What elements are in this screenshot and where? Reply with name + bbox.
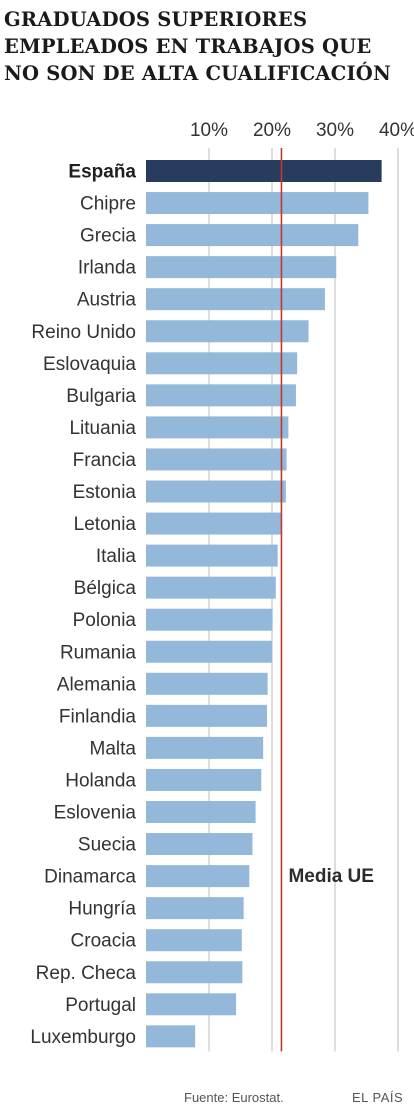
bar [146, 672, 268, 695]
category-label: Hungría [68, 899, 136, 920]
bar [146, 1025, 196, 1048]
bar [146, 192, 369, 215]
bar [146, 448, 287, 471]
bar [146, 384, 296, 407]
bar [146, 160, 382, 182]
chart-title-line-3: NO SON DE ALTA CUALIFICACIÓN [4, 62, 392, 85]
category-label: Letonia [74, 514, 137, 535]
bar [146, 288, 325, 311]
category-label: Lituania [69, 418, 136, 439]
bar [146, 833, 253, 856]
publisher-brand: EL PAÍS [352, 1090, 404, 1105]
category-label: Reino Unido [31, 322, 136, 343]
x-tick-label: 10% [190, 120, 228, 141]
bar [146, 865, 250, 888]
bar [146, 736, 264, 759]
x-tick-label: 40% [379, 120, 414, 141]
category-label: Chipre [80, 194, 136, 215]
x-tick-label: 30% [316, 120, 354, 141]
bar [146, 320, 309, 343]
category-label: Bélgica [74, 578, 137, 599]
category-label: Grecia [80, 226, 136, 247]
category-label: Alemania [57, 674, 137, 695]
category-label: Luxemburgo [30, 1027, 136, 1048]
bar [146, 608, 273, 631]
category-label: Estonia [73, 482, 137, 503]
category-label: Francia [73, 450, 137, 471]
bar [146, 224, 359, 247]
bar [146, 961, 243, 984]
category-label: Eslovenia [54, 803, 137, 824]
category-label: Rumania [60, 642, 136, 663]
category-label: Bulgaria [66, 386, 136, 407]
bar [146, 480, 286, 503]
category-label: Irlanda [78, 258, 137, 279]
bar [146, 640, 272, 663]
chart-title: GRADUADOS SUPERIORES EMPLEADOS EN TRABAJ… [4, 6, 410, 87]
category-label: España [68, 162, 136, 183]
category-label: Austria [77, 290, 137, 311]
bar-chart: 10% 20% 30% 40% España Chipre Grecia Irlanda Aus… [30, 120, 414, 1052]
chart-title-line-2: EMPLEADOS EN TRABAJOS QUE [4, 35, 372, 58]
category-label: Rep. Checa [36, 963, 137, 984]
bar [146, 993, 237, 1016]
bar [146, 352, 298, 375]
reference-line-label: Media UE [288, 866, 374, 887]
category-label: Croacia [71, 931, 137, 952]
bar [146, 768, 262, 791]
x-tick-label: 20% [253, 120, 291, 141]
bar [146, 897, 244, 920]
bar [146, 576, 276, 599]
bar [146, 929, 242, 952]
category-label: Dinamarca [44, 867, 136, 888]
category-label: Portugal [65, 995, 136, 1016]
category-label: Finlandia [59, 706, 137, 727]
category-label: Holanda [65, 770, 136, 791]
bar [146, 256, 337, 279]
source-note: Fuente: Eurostat. [184, 1090, 284, 1105]
category-label: Italia [96, 546, 137, 567]
category-label: Malta [90, 738, 137, 759]
bar [146, 704, 267, 727]
bar [146, 512, 282, 535]
category-label: Eslovaquia [43, 354, 136, 375]
bar [146, 544, 278, 567]
bar [146, 801, 256, 823]
category-label: Polonia [73, 610, 137, 631]
category-label: Suecia [78, 835, 137, 856]
bar [146, 416, 289, 439]
chart-title-line-1: GRADUADOS SUPERIORES [4, 8, 308, 31]
